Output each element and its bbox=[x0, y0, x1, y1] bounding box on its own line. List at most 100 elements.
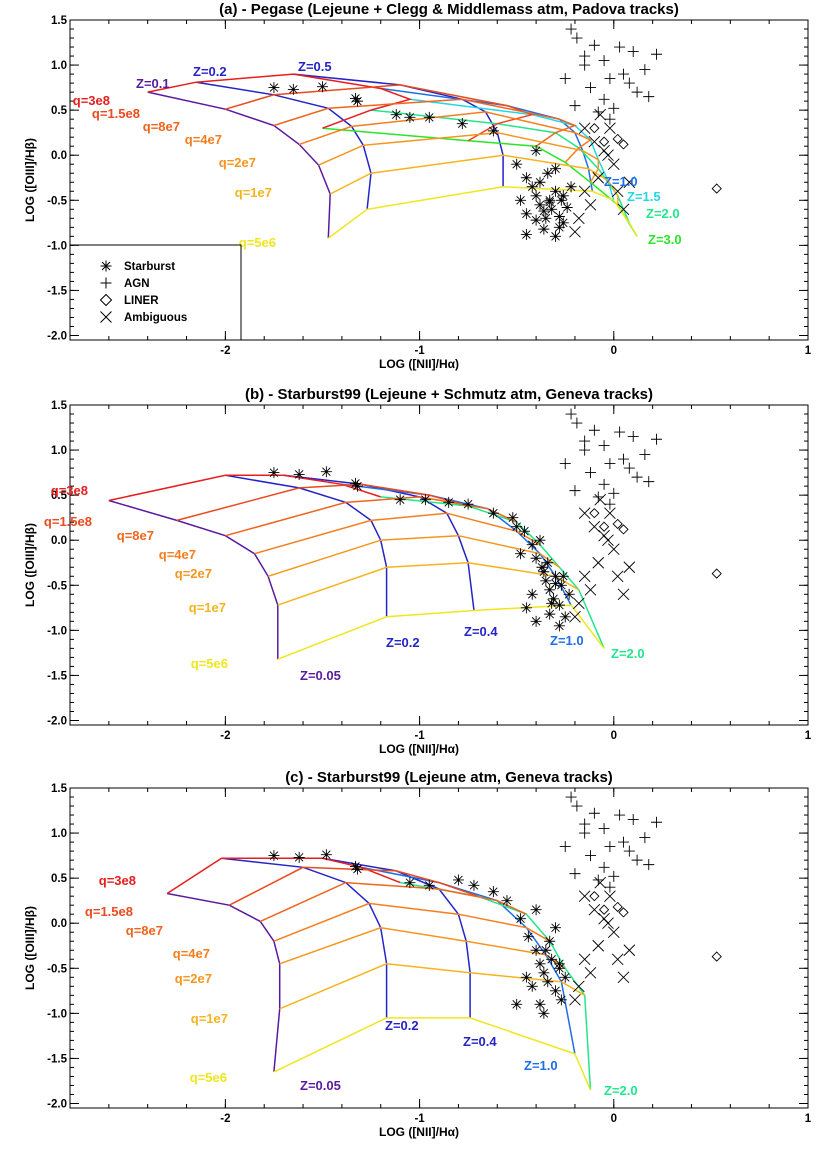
ambiguous-point bbox=[592, 939, 605, 952]
z-label: Z=0.4 bbox=[463, 1034, 497, 1049]
starburst-point bbox=[287, 83, 299, 95]
ambiguous-point bbox=[588, 903, 601, 916]
z-label: Z=0.5 bbox=[298, 59, 332, 74]
y-tick-label: 0.0 bbox=[51, 918, 67, 930]
q-line-2 bbox=[259, 881, 527, 923]
starburst-point bbox=[544, 584, 556, 596]
q-line-6 bbox=[327, 186, 638, 239]
ambiguous-point bbox=[569, 226, 581, 238]
agn-point bbox=[618, 453, 629, 465]
starburst-point bbox=[538, 967, 550, 979]
z-label: Z=1.5 bbox=[627, 189, 661, 204]
starburst-legend-marker bbox=[100, 260, 112, 272]
starburst-point bbox=[559, 611, 571, 623]
ambiguous-point bbox=[617, 203, 630, 216]
starburst-point bbox=[553, 958, 565, 970]
starburst-point bbox=[520, 602, 532, 614]
agn-point bbox=[598, 478, 610, 490]
agn-point bbox=[631, 86, 643, 98]
y-tick-label: 0.0 bbox=[51, 150, 67, 162]
agn-point bbox=[588, 39, 600, 51]
q-line-1 bbox=[176, 483, 469, 522]
starburst-point bbox=[540, 575, 552, 587]
starburst-point bbox=[349, 92, 361, 104]
q-line-3 bbox=[298, 111, 593, 163]
ambiguous-point bbox=[578, 890, 591, 902]
agn-point bbox=[618, 68, 629, 80]
agn-point bbox=[614, 426, 626, 438]
ambiguous-point bbox=[584, 583, 597, 596]
z-track-line-1 bbox=[221, 857, 388, 1018]
y-tick-label: -2.0 bbox=[47, 1098, 67, 1110]
q-line-1 bbox=[228, 866, 479, 906]
starburst-point bbox=[540, 212, 552, 224]
agn-point bbox=[604, 73, 616, 85]
ambiguous-point bbox=[592, 171, 605, 184]
agn-point bbox=[623, 77, 635, 89]
y-tick-label: 1.0 bbox=[51, 60, 67, 72]
starburst-point bbox=[520, 971, 532, 983]
q-label: q=2e7 bbox=[175, 566, 212, 581]
agn-point bbox=[569, 868, 581, 880]
x-tick-label: -1 bbox=[414, 345, 425, 357]
starburst-point bbox=[518, 525, 530, 537]
agn-point bbox=[579, 444, 591, 456]
ambiguous-point bbox=[594, 876, 607, 889]
starburst-point bbox=[487, 125, 499, 137]
starburst-point bbox=[550, 163, 562, 175]
starburst-point bbox=[538, 566, 550, 578]
q-line-2 bbox=[273, 98, 577, 147]
y-tick-label: 0.5 bbox=[51, 490, 68, 502]
y-tick-label: -2.0 bbox=[47, 330, 67, 342]
x-tick-label: -1 bbox=[414, 1113, 425, 1125]
starburst-point bbox=[561, 201, 573, 213]
agn-point bbox=[604, 458, 616, 470]
starburst-point bbox=[555, 994, 567, 1006]
y-tick-label: -1.0 bbox=[47, 625, 67, 637]
z-label: Z=0.2 bbox=[193, 64, 227, 79]
q-label: q=8e7 bbox=[143, 119, 180, 134]
legend: Starburst AGN LINER Ambiguous bbox=[70, 244, 242, 340]
starburst-point bbox=[530, 190, 542, 202]
starburst-point bbox=[550, 922, 562, 934]
starburst-point bbox=[351, 863, 363, 875]
agn-point bbox=[584, 82, 596, 94]
starburst-point bbox=[538, 205, 550, 217]
z-label: Z=0.05 bbox=[300, 668, 341, 683]
agn-point bbox=[565, 23, 577, 35]
ambiguous-point bbox=[584, 198, 597, 211]
liner-point bbox=[711, 568, 722, 579]
agn-point bbox=[559, 458, 571, 470]
agn-point bbox=[592, 491, 604, 503]
starburst-point bbox=[544, 194, 556, 206]
legend-frame bbox=[70, 244, 242, 340]
y-tick-label: -0.5 bbox=[47, 580, 67, 592]
agn-point bbox=[604, 498, 616, 510]
starburst-point bbox=[404, 877, 416, 889]
ambiguous-point bbox=[573, 597, 585, 610]
starburst-point bbox=[544, 608, 556, 620]
starburst-point bbox=[534, 958, 546, 970]
starburst-point bbox=[542, 557, 554, 569]
q-label: q=8e7 bbox=[117, 528, 154, 543]
starburst-point bbox=[320, 849, 332, 861]
ambiguous-point bbox=[607, 926, 620, 939]
ambiguous-point bbox=[578, 185, 591, 198]
z-label: Z=1.0 bbox=[524, 1058, 558, 1073]
ambiguous-point bbox=[588, 135, 601, 148]
x-axis-label: LOG ([NII]/Hα) bbox=[379, 742, 459, 756]
ambiguous-point bbox=[578, 122, 591, 134]
liner-point bbox=[618, 139, 629, 150]
chart-title: (a) - Pegase (Lejeune + Clegg & Middlema… bbox=[219, 1, 679, 18]
y-tick-label: -0.5 bbox=[47, 195, 67, 207]
starburst-point bbox=[550, 230, 562, 242]
q-label: q=1.5e8 bbox=[85, 904, 133, 919]
starburst-point bbox=[534, 199, 546, 211]
q-line-6 bbox=[273, 1017, 592, 1091]
starburst-point bbox=[520, 208, 532, 220]
ambiguous-point bbox=[623, 944, 636, 957]
starburst-point bbox=[557, 190, 569, 202]
q-label: q=5e6 bbox=[190, 1070, 227, 1085]
starburst-point bbox=[511, 998, 523, 1010]
starburst-point bbox=[511, 521, 523, 533]
